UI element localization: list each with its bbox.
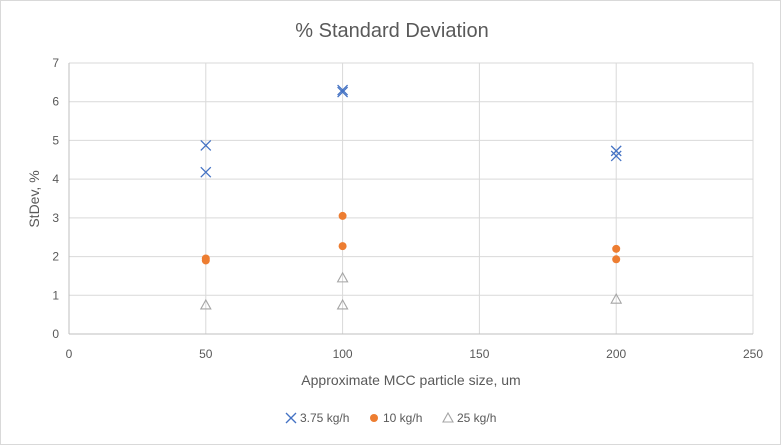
data-point (201, 256, 210, 265)
data-point (610, 293, 623, 304)
y-tick-label: 2 (52, 250, 59, 264)
axes (68, 63, 753, 335)
data-point (610, 145, 622, 157)
y-tick-label: 7 (52, 56, 59, 70)
y-tick-label: 0 (52, 327, 59, 341)
y-tick-label: 4 (52, 172, 59, 186)
data-point (612, 244, 621, 253)
legend-marker (285, 412, 297, 424)
x-tick-label: 50 (199, 347, 213, 361)
legend-item: 25 kg/h (442, 411, 496, 425)
data-point (610, 150, 622, 162)
legend-label: 25 kg/h (457, 411, 496, 425)
data-points (199, 84, 623, 310)
data-point (612, 255, 621, 264)
data-point (199, 298, 212, 310)
data-point (337, 84, 349, 96)
legend-label: 3.75 kg/h (300, 411, 349, 425)
y-tick-label: 3 (52, 211, 59, 225)
data-point (200, 166, 212, 178)
grid-lines (69, 62, 754, 334)
x-tick-label: 200 (606, 347, 626, 361)
x-axis-title: Approximate MCC particle size, um (301, 372, 520, 388)
data-point (200, 140, 212, 151)
x-tick-label: 0 (66, 347, 73, 361)
legend: 3.75 kg/h 10 kg/h 25 kg/h (285, 411, 496, 425)
legend-item: 3.75 kg/h (285, 411, 349, 425)
x-tick-label: 100 (333, 347, 353, 361)
data-point (337, 86, 349, 98)
legend-item: 10 kg/h (370, 411, 422, 425)
data-point (336, 271, 349, 283)
chart-title: % Standard Deviation (295, 20, 488, 42)
x-tick-label: 150 (469, 347, 489, 361)
y-tick-label: 6 (52, 95, 59, 109)
data-point (336, 298, 349, 310)
legend-marker (370, 414, 378, 422)
x-tick-label: 250 (743, 347, 763, 361)
legend-marker (442, 411, 454, 423)
y-tick-label: 1 (52, 288, 59, 302)
data-point (338, 211, 347, 220)
y-tick-label: 5 (52, 133, 59, 147)
legend-label: 10 kg/h (383, 411, 422, 425)
y-axis-title: StDev, % (26, 170, 42, 227)
tick-labels: 0 1 2 3 4 5 6 7 0 50 100 150 200 250 (52, 56, 763, 361)
data-point (338, 242, 347, 251)
